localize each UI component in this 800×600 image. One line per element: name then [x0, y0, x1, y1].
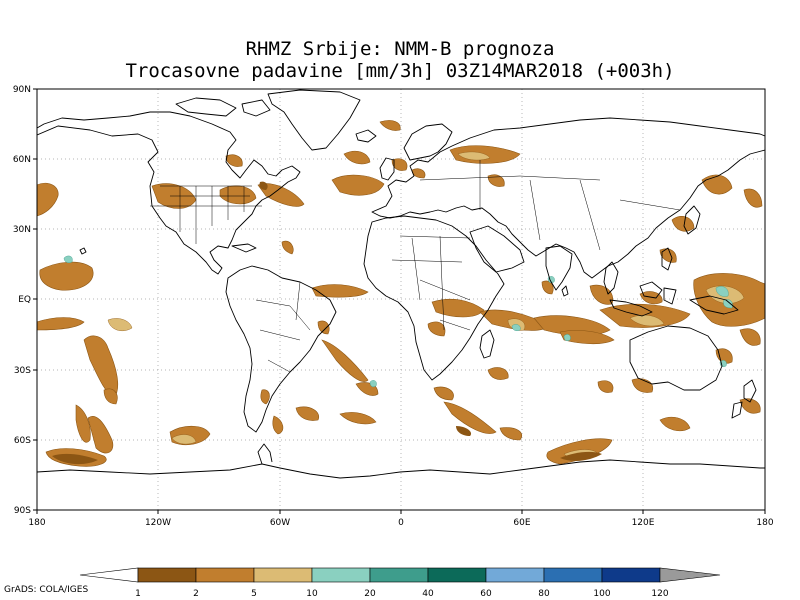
lat-label: 30S	[14, 366, 31, 376]
lon-label: 120W	[145, 518, 171, 528]
colorbar-cell	[369, 567, 429, 583]
lon-label: 60E	[513, 518, 530, 528]
colorbar-label: 100	[593, 589, 610, 599]
colorbar-label: 120	[651, 589, 668, 599]
lon-label: 180	[28, 518, 45, 528]
colorbar-label: 20	[364, 589, 376, 599]
political-boundaries	[150, 160, 681, 373]
lon-label: 0	[398, 518, 404, 528]
colorbar-label: 10	[306, 589, 318, 599]
lat-label: 60S	[14, 436, 31, 446]
colorbar-label: 40	[422, 589, 434, 599]
colorbar-label: 60	[480, 589, 492, 599]
coastlines	[37, 89, 765, 479]
lat-label: 60N	[13, 155, 31, 165]
colorbar-over-triangle	[659, 567, 721, 583]
colorbar-label: 2	[193, 589, 199, 599]
lon-label: 180	[756, 518, 773, 528]
lat-label: 90S	[14, 506, 31, 516]
colorbar-cell	[195, 567, 255, 583]
lon-label: 120E	[632, 518, 655, 528]
colorbar-label: 5	[251, 589, 257, 599]
lon-label: 60W	[270, 518, 290, 528]
map-subtitle: Trocasovne padavine [mm/3h] 03Z14MAR2018…	[125, 60, 675, 82]
colorbar-label: 80	[538, 589, 550, 599]
colorbar-cell	[543, 567, 603, 583]
lat-label: 90N	[13, 85, 31, 95]
lat-label: EQ	[18, 295, 31, 305]
precipitation-field	[37, 120, 765, 467]
colorbar-cell	[485, 567, 545, 583]
colorbar-label: 1	[135, 589, 141, 599]
latitude-labels: 90N 60N 30N EQ 30S 60S 90S	[13, 85, 31, 516]
longitude-labels: 180 120W 60W 0 60E 120E 180	[28, 518, 773, 528]
colorbar-cell	[311, 567, 371, 583]
colorbar-cell	[253, 567, 313, 583]
map-title: RHMZ Srbije: NMM-B prognoza	[245, 38, 555, 60]
colorbar: 1 2 5 10 20 40 60 80 100 120	[79, 567, 721, 599]
colorbar-cell	[601, 567, 661, 583]
lat-label: 30N	[13, 225, 31, 235]
colorbar-cell	[137, 567, 197, 583]
colorbar-under-triangle	[79, 567, 139, 583]
axis-ticks	[33, 88, 766, 514]
credit-text: GrADS: COLA/IGES	[4, 585, 89, 595]
colorbar-cell	[427, 567, 487, 583]
